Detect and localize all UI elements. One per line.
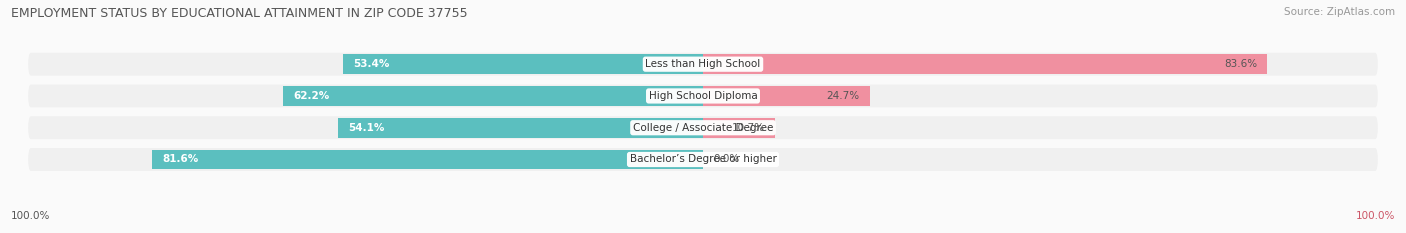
- Text: 100.0%: 100.0%: [11, 211, 51, 221]
- Text: 81.6%: 81.6%: [163, 154, 198, 164]
- Text: Less than High School: Less than High School: [645, 59, 761, 69]
- Text: Bachelor’s Degree or higher: Bachelor’s Degree or higher: [630, 154, 776, 164]
- Text: 53.4%: 53.4%: [353, 59, 389, 69]
- FancyBboxPatch shape: [28, 53, 1378, 76]
- Text: 54.1%: 54.1%: [349, 123, 384, 133]
- Bar: [343, 54, 703, 74]
- Text: EMPLOYMENT STATUS BY EDUCATIONAL ATTAINMENT IN ZIP CODE 37755: EMPLOYMENT STATUS BY EDUCATIONAL ATTAINM…: [11, 7, 468, 20]
- Text: High School Diploma: High School Diploma: [648, 91, 758, 101]
- FancyBboxPatch shape: [28, 148, 1378, 171]
- Text: 0.0%: 0.0%: [713, 154, 740, 164]
- FancyBboxPatch shape: [28, 116, 1378, 139]
- Text: 100.0%: 100.0%: [1355, 211, 1395, 221]
- Text: Source: ZipAtlas.com: Source: ZipAtlas.com: [1284, 7, 1395, 17]
- Text: 62.2%: 62.2%: [294, 91, 329, 101]
- Bar: [703, 86, 870, 106]
- Text: 24.7%: 24.7%: [827, 91, 859, 101]
- Bar: [337, 118, 703, 137]
- Bar: [703, 54, 1267, 74]
- Bar: [283, 86, 703, 106]
- Text: 10.7%: 10.7%: [733, 123, 765, 133]
- FancyBboxPatch shape: [28, 85, 1378, 107]
- Text: College / Associate Degree: College / Associate Degree: [633, 123, 773, 133]
- Text: 83.6%: 83.6%: [1225, 59, 1257, 69]
- Bar: [703, 118, 775, 137]
- Bar: [152, 150, 703, 169]
